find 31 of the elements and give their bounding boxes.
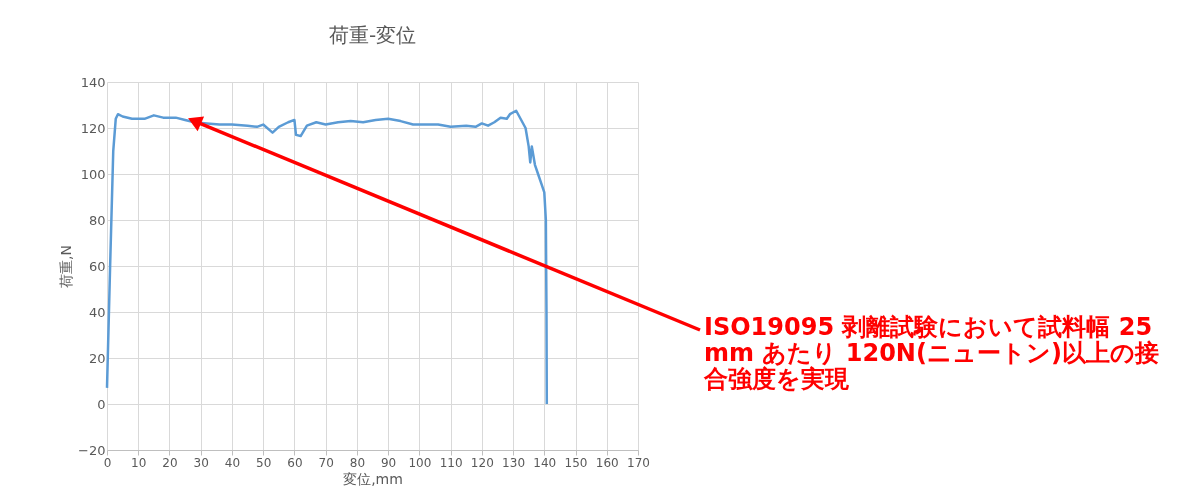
x-tick-label: 140 [533,455,557,470]
x-tick-label: 170 [627,455,650,470]
y-tick-label: 120 [80,120,106,136]
x-tick-label: 120 [470,455,494,470]
y-tick-label: 40 [88,304,106,320]
x-tick-label: 10 [131,455,147,470]
x-tick-label: 90 [380,455,397,470]
y-tick-label: 80 [88,212,106,228]
x-axis-title: 変位,mm [343,470,403,486]
x-tick-label: 60 [287,455,303,470]
y-tick-label: −20 [78,442,106,458]
x-tick-label: 40 [224,455,241,470]
x-tick-label: 130 [502,455,526,470]
y-axis-title: 荷重,N [58,245,75,288]
y-tick-label: 60 [88,258,106,274]
x-tick-label: 110 [439,455,463,470]
line-series [105,109,549,406]
y-tick-label: 0 [97,396,106,412]
x-tick-label: 100 [408,455,432,470]
x-tick-label: 70 [318,455,334,470]
y-tick-label: 20 [88,350,106,366]
x-tick-label: 160 [595,455,619,470]
chart-title: 荷重-変位 [328,23,417,47]
x-tick-label: 30 [193,455,209,470]
y-tick-label: 140 [80,74,106,90]
x-tick-label: 20 [162,455,178,470]
y-tick-label: 100 [80,166,106,182]
x-tick-label: 150 [564,455,588,470]
x-tick-label: 80 [349,455,366,470]
x-tick-label: 50 [256,455,272,470]
annotation: ISO19095 剥離試験において試料幅 25mm あたり 120N(ニュートン)以上の接合強度を実現 [703,313,1159,393]
